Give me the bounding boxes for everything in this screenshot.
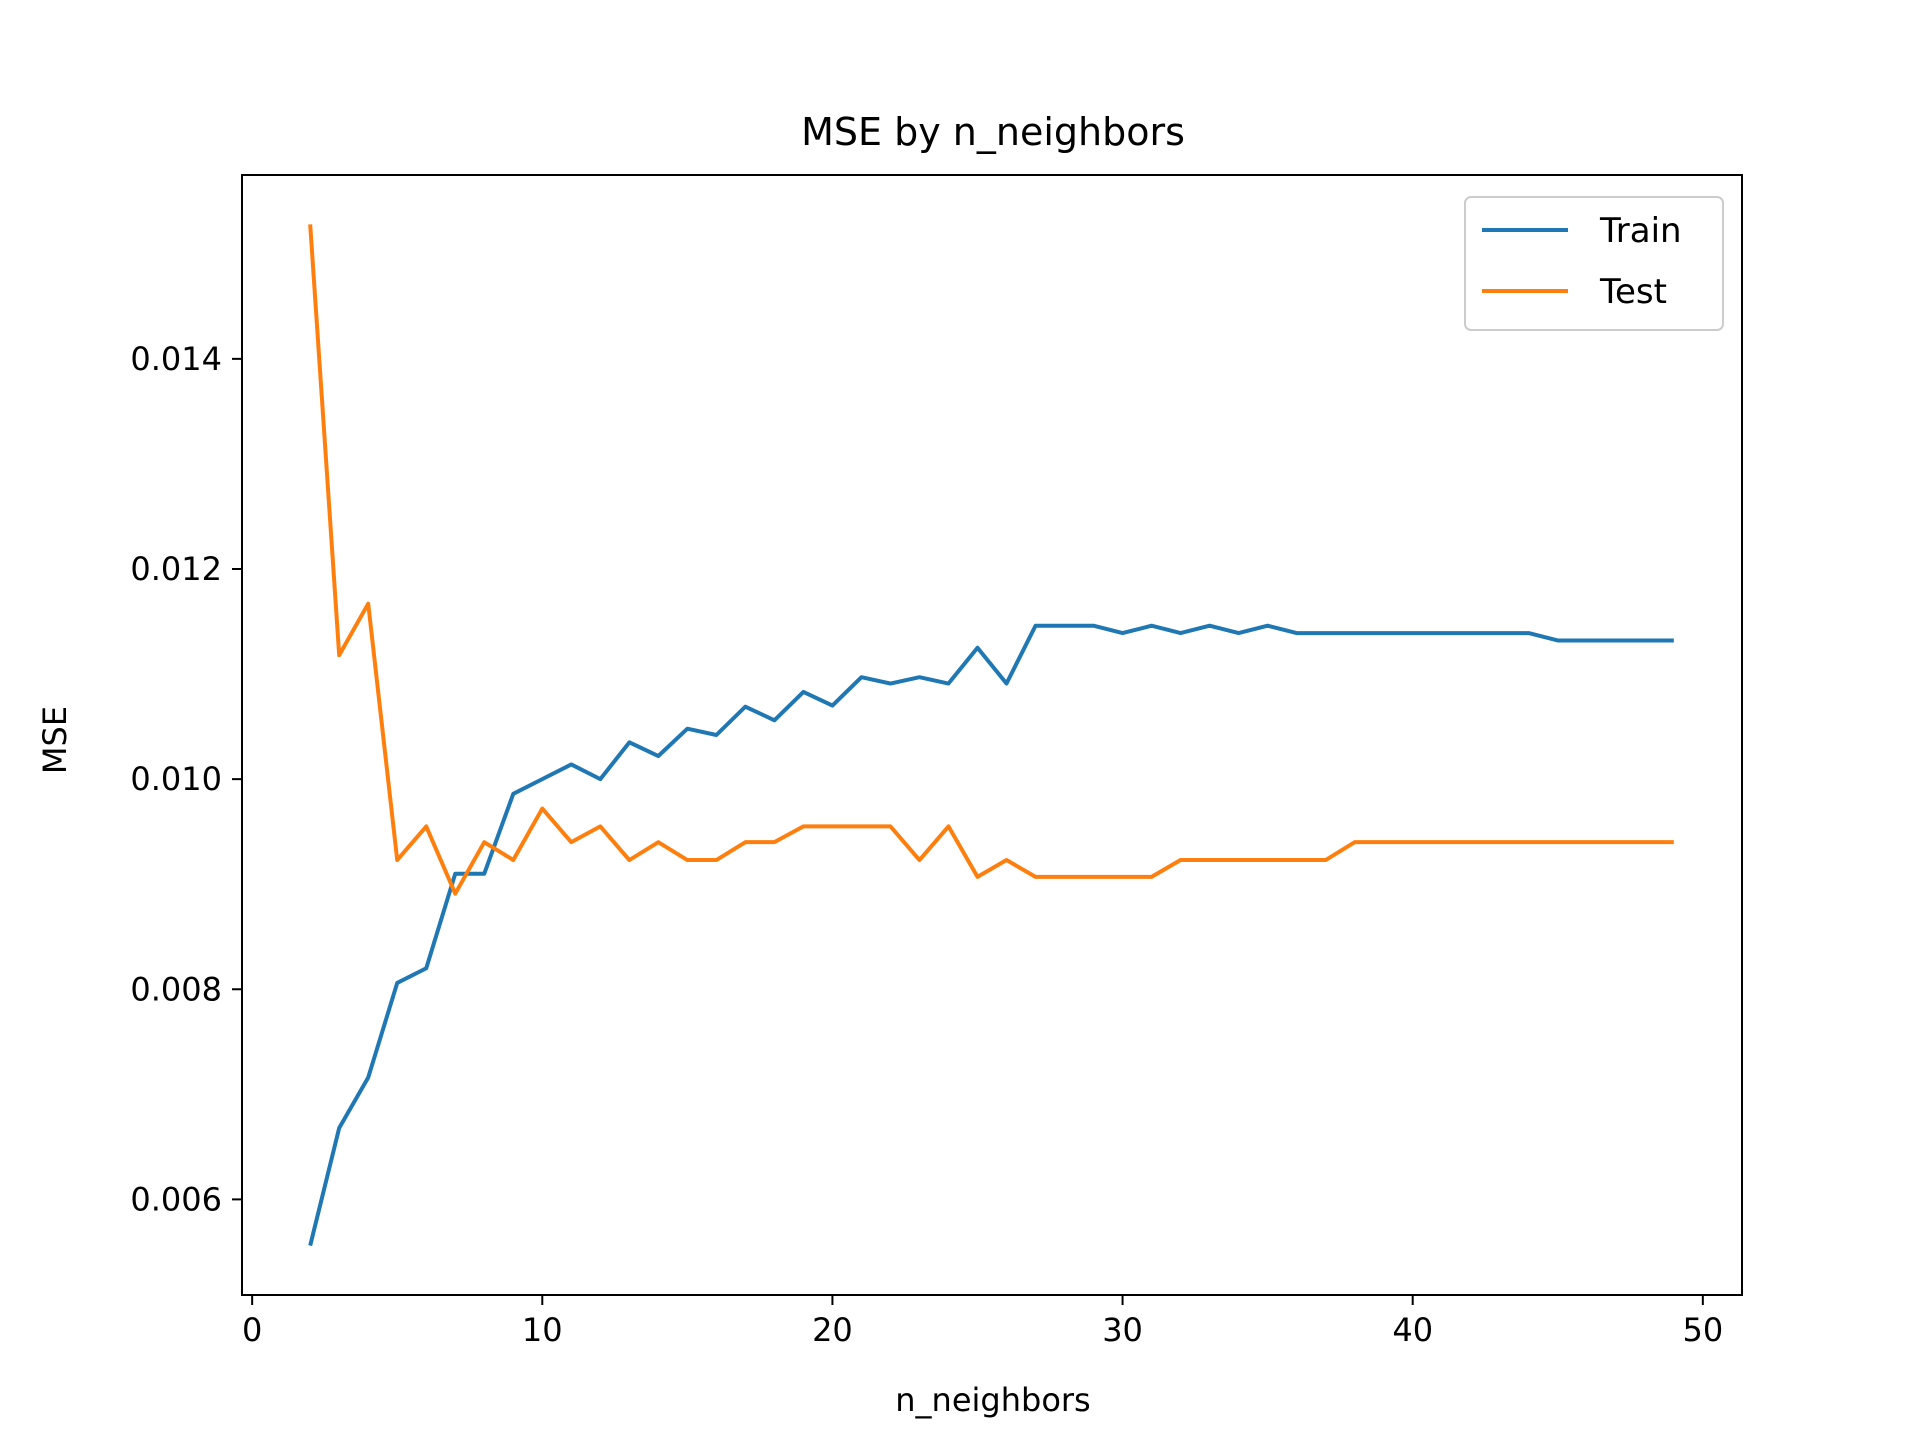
x-tick-label: 10 — [522, 1311, 563, 1349]
x-axis-label: n_neighbors — [895, 1381, 1090, 1419]
y-tick-label: 0.012 — [130, 550, 222, 588]
legend-label-train: Train — [1599, 211, 1682, 251]
y-axis-ticks: 0.006 0.008 0.010 0.012 0.014 — [130, 340, 242, 1218]
x-tick-label: 40 — [1392, 1311, 1433, 1349]
legend-box — [1464, 196, 1724, 331]
x-tick-label: 30 — [1102, 1311, 1143, 1349]
x-tick-label: 20 — [812, 1311, 853, 1349]
y-tick-label: 0.010 — [130, 760, 222, 798]
y-tick-label: 0.008 — [130, 970, 222, 1008]
y-tick-label: 0.006 — [130, 1180, 222, 1218]
series-line-train — [308, 623, 1674, 1247]
chart-title: MSE by n_neighbors — [801, 110, 1185, 154]
x-axis-ticks: 0 10 20 30 40 50 — [242, 1295, 1723, 1349]
legend-label-test: Test — [1599, 272, 1667, 312]
legend: Train Test — [1464, 196, 1724, 331]
y-tick-label: 0.014 — [130, 340, 222, 378]
y-axis-label: MSE — [36, 706, 74, 774]
x-tick-label: 0 — [242, 1311, 262, 1349]
plot-area: 0 10 20 30 40 50 0.006 0.008 0.010 0.012 0.014 — [130, 174, 1743, 1349]
series-line-test — [308, 224, 1674, 896]
axes-frame — [241, 174, 1743, 1296]
x-tick-label: 50 — [1682, 1311, 1723, 1349]
series-layer — [308, 224, 1674, 1247]
